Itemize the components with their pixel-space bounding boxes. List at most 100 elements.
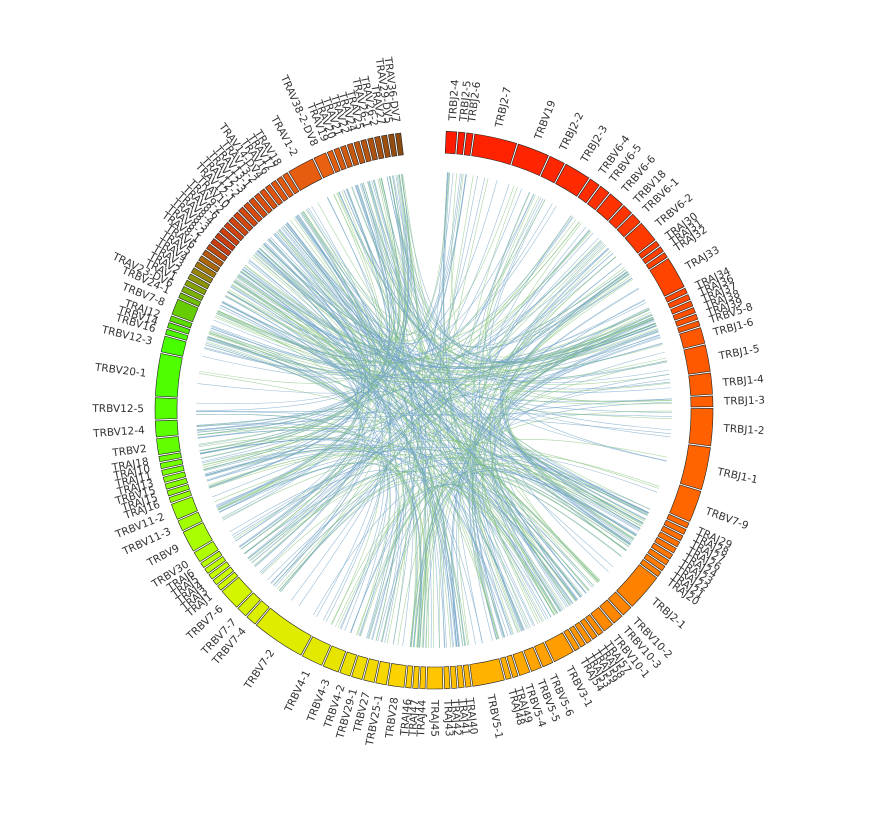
segment-TRBJ1-2 bbox=[688, 408, 714, 447]
ribbon-link bbox=[356, 184, 427, 648]
segment-TRBJ1-4 bbox=[688, 372, 713, 396]
segment-TRAJ15 bbox=[166, 484, 190, 497]
ribbon-link bbox=[296, 215, 672, 431]
segment-TRAV17 bbox=[276, 176, 294, 199]
ribbon-link bbox=[262, 185, 515, 341]
segment-TRBV6-2 bbox=[624, 222, 656, 254]
segment-TRAJ5 bbox=[204, 556, 227, 574]
segment-TRAJ58 bbox=[579, 618, 598, 640]
segment-TRAJ45 bbox=[426, 666, 444, 690]
segment-label: TRBV12-4 bbox=[92, 424, 146, 440]
segment-TRAJ12 bbox=[169, 315, 193, 329]
segment-TRAJ29 bbox=[666, 513, 690, 529]
ribbon-link bbox=[235, 238, 369, 542]
ribbon-link bbox=[378, 178, 633, 349]
ribbon-link bbox=[219, 446, 649, 513]
ribbon-link bbox=[451, 318, 655, 647]
ribbon-link bbox=[237, 275, 672, 413]
segment-TRBV7-7 bbox=[237, 592, 261, 617]
ribbon-link bbox=[489, 273, 630, 613]
segment-TRAV24 bbox=[353, 140, 366, 165]
ribbon-link bbox=[281, 226, 587, 594]
segment-TRBV5-5 bbox=[523, 646, 542, 672]
ribbon-link bbox=[467, 229, 590, 640]
segment-TRAJ36 bbox=[667, 294, 691, 309]
segment-label: TRBV5-1 bbox=[484, 692, 505, 739]
segment-TRAV3 bbox=[190, 267, 214, 284]
ribbon-link bbox=[471, 196, 541, 624]
ribbon-link bbox=[491, 373, 670, 618]
ribbon-link bbox=[317, 202, 595, 587]
segment-TRAV2 bbox=[187, 273, 211, 290]
ribbon-link bbox=[335, 464, 645, 627]
segment-TRBV30 bbox=[193, 540, 219, 563]
segment-TRBV12-5 bbox=[154, 397, 178, 420]
ribbon-link bbox=[207, 337, 389, 634]
ribbon-link bbox=[290, 197, 542, 601]
segment-TRAV1 bbox=[184, 279, 207, 296]
ribbon-link bbox=[397, 468, 641, 646]
ribbon-link bbox=[217, 310, 667, 386]
segment-label: TRBJ2-4 bbox=[447, 79, 462, 122]
segment-TRBV7-8 bbox=[171, 298, 199, 323]
segment-TRAV26-2 bbox=[374, 135, 385, 160]
ribbon-link bbox=[202, 323, 656, 466]
ribbon-link bbox=[492, 351, 665, 616]
segment-TRAJ20 bbox=[639, 558, 662, 577]
ribbon-link bbox=[389, 176, 650, 358]
segment-TRAJ39 bbox=[674, 313, 699, 327]
segment-TRBV12-4 bbox=[154, 419, 179, 438]
segment-TRAJ48 bbox=[500, 656, 512, 680]
segment-TRBV14 bbox=[167, 322, 191, 335]
ribbon-link bbox=[279, 228, 642, 527]
ribbon-link bbox=[380, 177, 544, 622]
segment-TRBV19 bbox=[511, 143, 549, 177]
segment-label: TRBJ2-7 bbox=[493, 86, 514, 130]
ribbon-link bbox=[249, 216, 574, 562]
ribbon-link bbox=[210, 203, 553, 367]
segment-TRAJ43 bbox=[443, 666, 451, 690]
segment-label: TRBV12-5 bbox=[91, 403, 144, 415]
segment-TRAV8-3 bbox=[214, 232, 236, 252]
segment-TRAV8-2 bbox=[210, 238, 232, 257]
segment-TRBV11-2 bbox=[171, 496, 198, 520]
ribbon-link bbox=[197, 300, 646, 394]
segment-TRAJ18 bbox=[158, 452, 182, 463]
segment-TRBJ2-2 bbox=[540, 155, 565, 184]
segment-TRAV19 bbox=[326, 149, 341, 173]
segment-label: TRAJ46 bbox=[398, 698, 413, 737]
ribbon-link bbox=[471, 288, 640, 639]
segment-TRBV7-6 bbox=[221, 576, 253, 608]
segment-TRAJ16 bbox=[168, 490, 192, 504]
ribbon-link bbox=[339, 484, 574, 629]
ribbon-link bbox=[276, 231, 671, 438]
ribbon-link bbox=[237, 275, 499, 640]
ribbon-link bbox=[205, 174, 409, 477]
segment-label: TRBJ2-1 bbox=[648, 595, 688, 632]
segment-TRAV13-1 bbox=[253, 192, 273, 214]
segment-TRBJ2-6 bbox=[463, 132, 474, 156]
ribbon-link bbox=[249, 457, 642, 561]
ribbon-link bbox=[338, 191, 655, 363]
ribbon-link bbox=[469, 287, 639, 641]
segment-TRBV2 bbox=[156, 436, 181, 456]
segment-TRBV20-1 bbox=[155, 353, 183, 398]
segment-TRBV10-1 bbox=[590, 607, 614, 632]
ribbon-link bbox=[205, 344, 518, 633]
segment-TRAV36-DV7 bbox=[395, 132, 404, 156]
segment-TRAJ27 bbox=[660, 525, 684, 542]
segment-label: TRBJ1-3 bbox=[723, 394, 766, 407]
segment-TRAJ10 bbox=[159, 458, 184, 469]
segment-TRAV6 bbox=[202, 249, 224, 268]
segment-TRAV12-1 bbox=[238, 206, 259, 227]
segment-label: TRAJ41 bbox=[456, 697, 472, 736]
ribbon-link bbox=[208, 453, 417, 647]
ribbon-link bbox=[209, 174, 409, 366]
segment-TRAV26-1 bbox=[367, 137, 379, 161]
segment-TRBV7-4 bbox=[246, 600, 270, 625]
segment-label: TRBJ1-5 bbox=[717, 343, 761, 363]
segment-label: TRAJ40 bbox=[463, 696, 480, 735]
segment-TRBV24-1 bbox=[178, 292, 202, 307]
segment-TRAJ40 bbox=[462, 664, 472, 688]
segment-TRBV18 bbox=[608, 205, 632, 229]
